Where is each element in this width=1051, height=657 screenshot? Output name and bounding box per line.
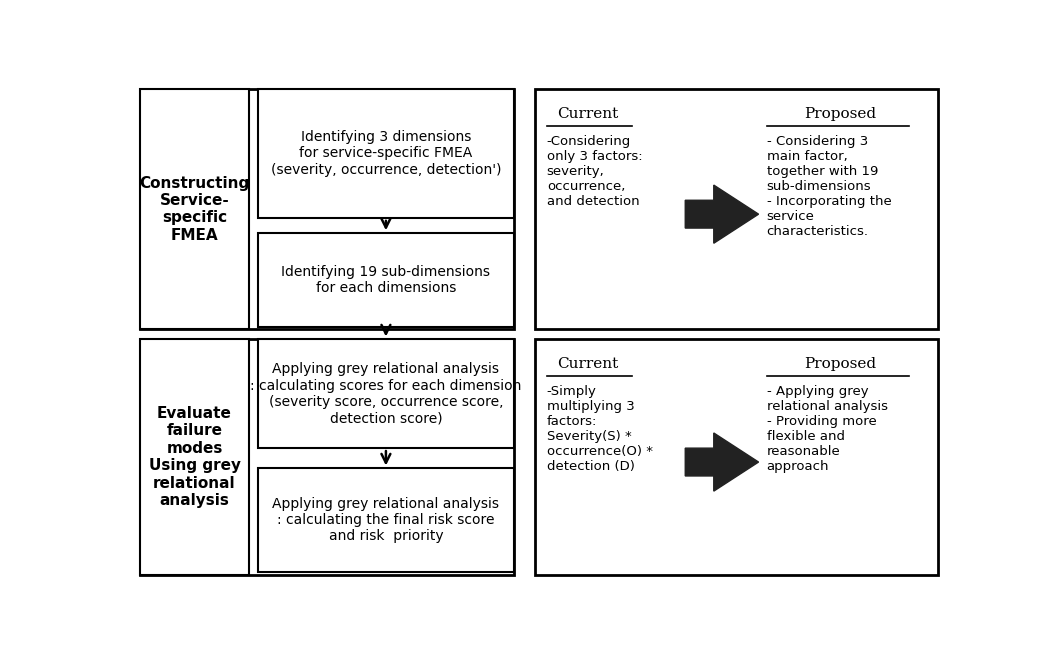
Text: Proposed: Proposed: [804, 357, 877, 371]
FancyBboxPatch shape: [140, 89, 514, 329]
FancyBboxPatch shape: [535, 89, 937, 329]
Text: -Considering
only 3 factors:
severity,
occurrence,
and detection: -Considering only 3 factors: severity, o…: [547, 135, 642, 208]
Text: -Simply
multiplying 3
factors:
Severity(S) *
occurrence(O) *
detection (D): -Simply multiplying 3 factors: Severity(…: [547, 386, 653, 474]
Polygon shape: [685, 185, 759, 243]
Text: Proposed: Proposed: [804, 106, 877, 121]
Text: Constructing
Service-
specific
FMEA: Constructing Service- specific FMEA: [140, 175, 250, 242]
Text: Current: Current: [557, 106, 618, 121]
FancyBboxPatch shape: [257, 340, 514, 448]
Text: Identifying 3 dimensions
for service-specific FMEA
(severity, occurrence, detect: Identifying 3 dimensions for service-spe…: [271, 130, 501, 177]
FancyBboxPatch shape: [257, 468, 514, 572]
Polygon shape: [685, 433, 759, 491]
Text: Applying grey relational analysis
: calculating the final risk score
and risk  p: Applying grey relational analysis : calc…: [272, 497, 499, 543]
Text: Current: Current: [557, 357, 618, 371]
FancyBboxPatch shape: [140, 89, 249, 329]
Text: Evaluate
failure
modes
Using grey
relational
analysis: Evaluate failure modes Using grey relati…: [148, 406, 241, 508]
FancyBboxPatch shape: [257, 233, 514, 327]
FancyBboxPatch shape: [257, 89, 514, 218]
FancyBboxPatch shape: [140, 340, 514, 575]
Text: - Applying grey
relational analysis
- Providing more
flexible and
reasonable
app: - Applying grey relational analysis - Pr…: [767, 386, 888, 474]
FancyBboxPatch shape: [535, 340, 937, 575]
Text: - Considering 3
main factor,
together with 19
sub-dimensions
- Incorporating the: - Considering 3 main factor, together wi…: [767, 135, 891, 238]
FancyBboxPatch shape: [140, 340, 249, 575]
Text: Identifying 19 sub-dimensions
for each dimensions: Identifying 19 sub-dimensions for each d…: [282, 265, 491, 295]
Text: Applying grey relational analysis
: calculating scores for each dimension
(sever: Applying grey relational analysis : calc…: [250, 363, 521, 425]
